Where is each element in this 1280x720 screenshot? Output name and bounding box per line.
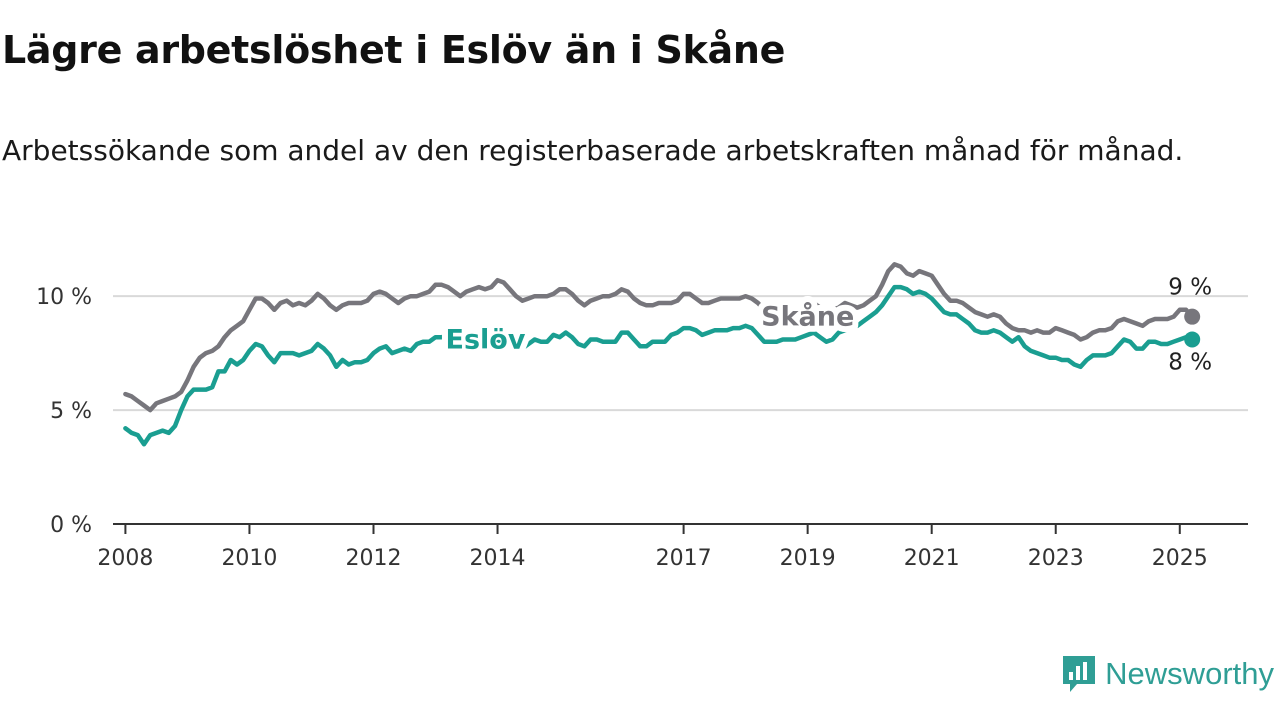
y-tick-label: 0 % <box>50 513 92 538</box>
x-tick-label: 2014 <box>470 546 526 571</box>
x-tick-label: 2019 <box>780 546 836 571</box>
series-end-point-1 <box>1184 308 1201 325</box>
series-end-label-1: 9 % <box>1168 275 1212 301</box>
label-layer: 9 % 8 % Skåne Eslöv <box>440 275 1213 376</box>
x-tick-label: 2023 <box>1028 546 1084 571</box>
series-end-point-2 <box>1184 331 1201 348</box>
series-line-1 <box>123 262 1195 413</box>
x-tick-label: 2025 <box>1152 546 1208 571</box>
series-layer <box>123 262 1201 447</box>
x-tick-label: 2012 <box>345 546 401 571</box>
series-name-label-2: Eslöv <box>446 324 526 355</box>
series-name-label-1: Skåne <box>761 300 854 332</box>
chart-title: Lägre arbetslöshet i Eslöv än i Skåne <box>2 28 786 72</box>
brand-name: Newsworthy <box>1105 656 1274 691</box>
x-tick-label: 2021 <box>904 546 960 571</box>
x-tick-label: 2008 <box>97 546 153 571</box>
x-tick-label: 2010 <box>221 546 277 571</box>
series-end-label-2: 8 % <box>1168 349 1212 375</box>
axis-layer: 0 % 5 % 10 % 2008 2010 2012 2014 2017 2019 2021 20… <box>36 285 1248 571</box>
y-tick-label: 10 % <box>36 285 92 310</box>
newsworthy-logo-icon <box>1063 656 1096 692</box>
chart-subtitle: Arbetssökande som andel av den registerb… <box>2 134 1184 167</box>
series-line-2 <box>123 284 1195 447</box>
x-tick-label: 2017 <box>656 546 712 571</box>
brand-logo: Newsworthy <box>1061 654 1274 694</box>
y-tick-label: 5 % <box>50 399 92 424</box>
